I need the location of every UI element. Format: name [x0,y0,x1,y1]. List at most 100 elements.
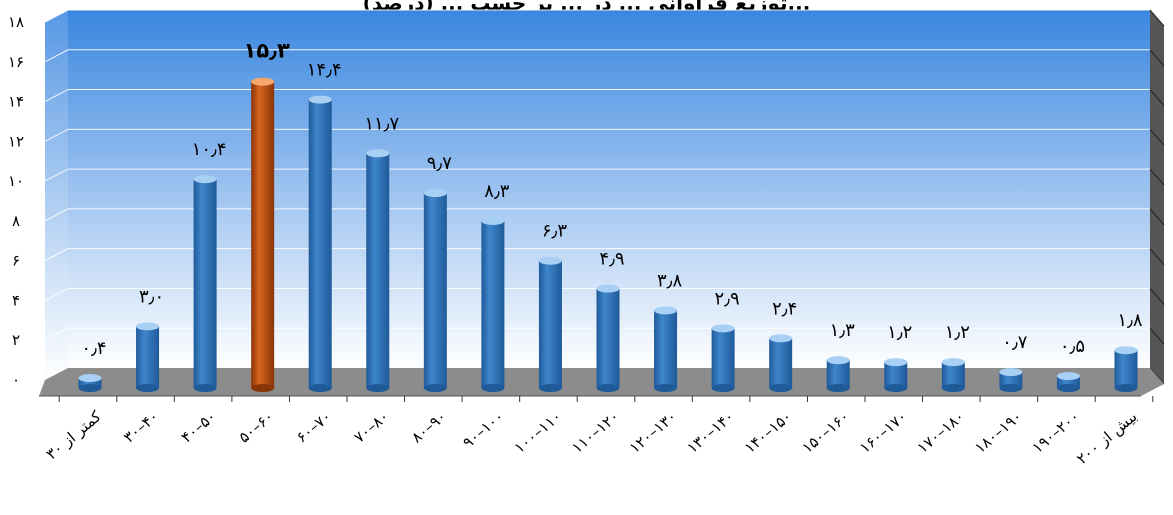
grid-tick-right [1149,208,1165,226]
bar-base [711,384,735,392]
grid-line [44,168,1150,182]
bar-cap [941,358,965,367]
bar-base [308,384,332,392]
grid-tick-right [1149,9,1165,27]
bar [78,374,102,392]
bar-base [999,384,1023,392]
bar-body [826,360,850,388]
bar [538,256,562,392]
bar [941,358,965,392]
bar [251,77,275,392]
bar-body [884,362,908,388]
bar [193,175,217,392]
bar-base [941,384,965,392]
data-label: ۲٫۴ [772,298,797,319]
grid-line [44,128,1150,142]
grid-line [44,248,1150,262]
x-tick-label: ۱۵۰–۱۶۰ [798,407,852,457]
bar-body [596,288,620,388]
y-tick-label: ۶ [12,252,20,270]
bar [654,306,678,392]
bar-base [251,384,275,392]
x-tick-label: ۳۰–۴۰ [120,407,162,446]
grid-tick-right [1149,129,1165,146]
bar [596,284,620,392]
plot-area [45,10,1164,384]
bar [711,324,735,392]
data-label: ۱٫۸ [1117,310,1143,331]
bar-base [826,384,850,392]
bar-body [1114,350,1138,388]
y-tick-label: ۰ [12,371,20,389]
bar-base [596,384,620,392]
bar-cap [538,256,562,265]
x-tick-label: ۱۷۰–۱۸۰ [914,407,968,457]
bar-cap [481,216,505,225]
x-tick-label: ۱۹۰–۲۰۰ [1029,407,1083,457]
bar [884,358,908,392]
data-label: ۱۱٫۷ [364,113,399,134]
bar-cap [596,284,620,293]
bar-cap [769,334,793,343]
bar-body [654,310,678,388]
x-tick-label: ۱۸۰–۱۹۰ [971,407,1025,457]
grid-line [44,9,1150,23]
data-label: ۶٫۳ [542,221,568,242]
bar-body [941,362,965,388]
grid-tick-right [1149,327,1165,345]
x-tick-label: ۸۰–۹۰ [408,407,450,446]
bar-cap [826,356,850,365]
data-label: ۱۰٫۴ [192,139,227,160]
bar-base [78,384,102,392]
bar-body [538,260,562,388]
grid-lines [44,9,1165,385]
y-tick-label: ۸ [12,212,20,230]
bar-body [308,99,332,388]
x-tick-label: ۹۰–۱۰۰ [459,407,507,452]
side-wall [45,10,68,380]
bar-base [538,384,562,392]
grid-tick-right [1149,288,1165,305]
bar-cap [999,368,1023,377]
bar-cap [423,189,447,198]
grid-tick-right [1149,248,1165,265]
data-label: ۰٫۷ [1002,332,1028,353]
x-tick-label: ۱۰۰–۱۱۰ [511,407,565,457]
bar-base [884,384,908,392]
bar-body [481,220,505,388]
data-label: ۰٫۵ [1060,336,1085,357]
x-tick-label: ۷۰–۸۰ [350,407,392,446]
bar [1056,372,1080,392]
bar [481,216,505,392]
data-label: ۳٫۰ [139,286,164,307]
bars [78,77,1138,392]
data-label: ۱۵٫۳ [244,39,290,63]
bar [423,189,447,392]
grid-tick-right [1149,89,1165,106]
bar-cap [884,358,908,367]
bar-body [1056,376,1080,388]
x-tick-label: ۱۶۰–۱۷۰ [856,407,910,457]
bar-base [481,384,505,392]
bar-base [1056,384,1080,392]
grid-tick-right [1149,49,1165,67]
bar-base [193,384,217,392]
data-label: ۲٫۹ [715,288,740,309]
bar-body [251,81,275,388]
bar-cap [711,324,735,333]
bar-cap [654,306,678,315]
bar-body [999,372,1023,388]
right-edge [1150,10,1164,384]
bar-cap [251,77,275,86]
bar-body [711,328,735,388]
bar-cap [78,374,102,383]
x-tick-label: ۵۰–۶۰ [235,407,277,446]
y-tick-label: ۱۸ [8,13,24,31]
bar-base [769,384,793,392]
y-tick-label: ۱۶ [8,53,24,71]
data-label: ۴٫۹ [599,249,624,270]
bar-cap [193,175,217,184]
bar-cap [1114,346,1138,355]
x-tick-label: کمتر از ۳۰ [43,407,106,464]
